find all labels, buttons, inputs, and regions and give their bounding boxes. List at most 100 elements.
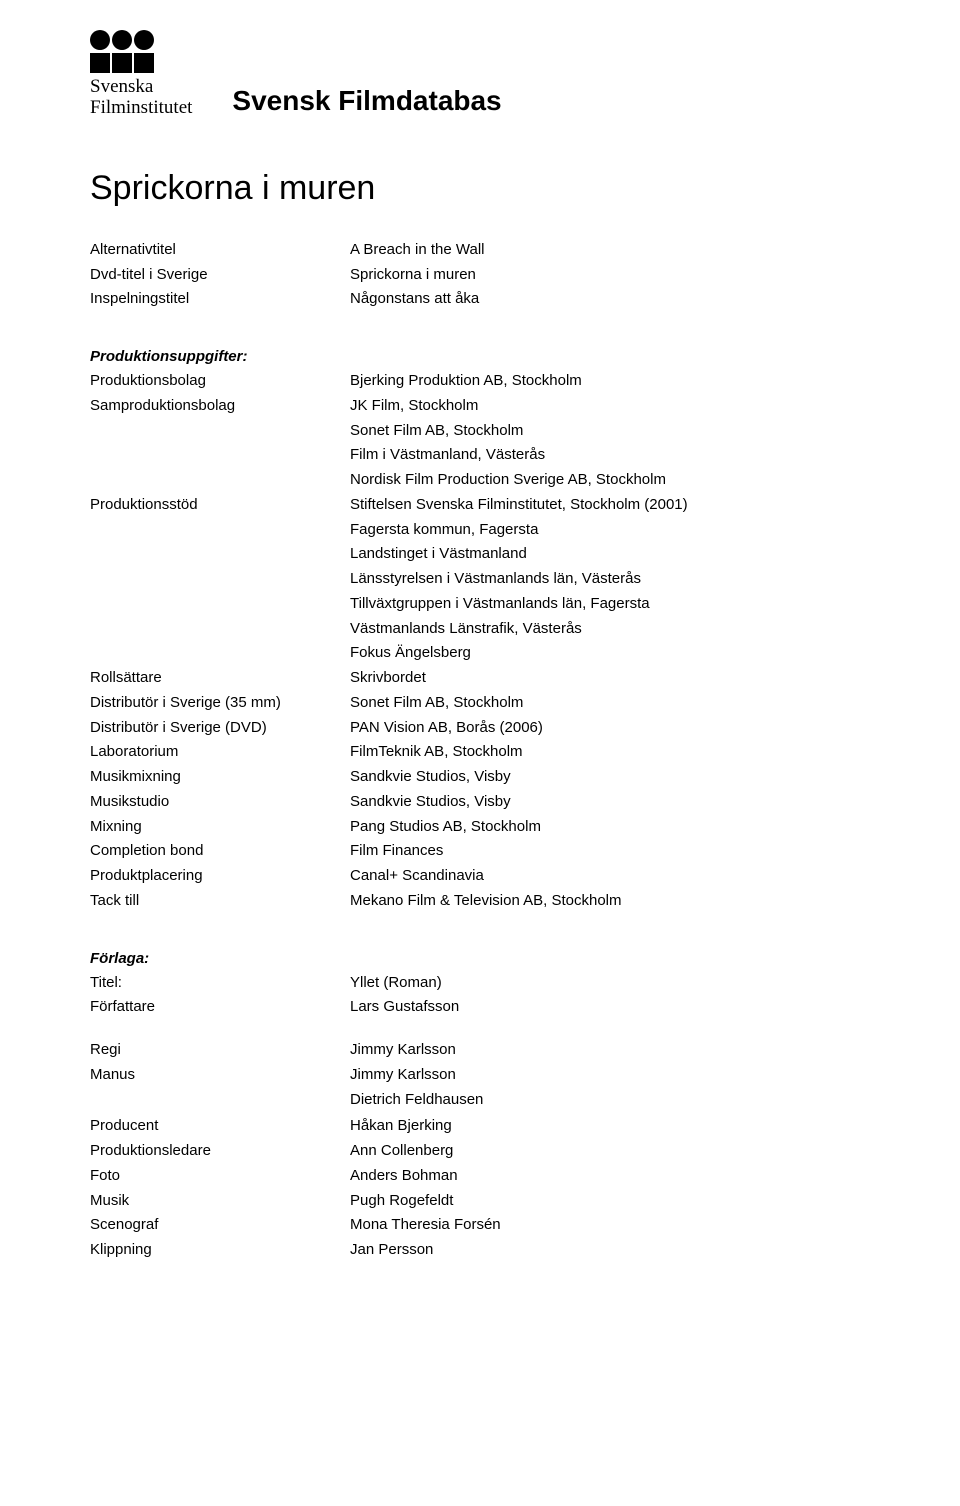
info-row: FörfattareLars Gustafsson <box>90 995 870 1020</box>
page-root: Svenska Filminstitutet Svensk Filmdataba… <box>0 0 960 1293</box>
info-value: Bjerking Produktion AB, Stockholm <box>350 369 870 394</box>
info-row: ProduktionsledareAnn Collenberg <box>90 1139 870 1164</box>
crew-block-2: ProducentHåkan BjerkingProduktionsledare… <box>90 1114 870 1263</box>
info-row: Tack tillMekano Film & Television AB, St… <box>90 889 870 914</box>
info-value-line: JK Film, Stockholm <box>350 394 870 419</box>
info-label: Klippning <box>90 1238 350 1263</box>
info-label: Rollsättare <box>90 666 350 691</box>
database-title: Svensk Filmdatabas <box>232 85 501 117</box>
film-title: Sprickorna i muren <box>90 169 870 208</box>
info-value-line: Bjerking Produktion AB, Stockholm <box>350 369 870 394</box>
source-heading: Förlaga: <box>90 950 870 967</box>
info-value: Jan Persson <box>350 1238 870 1263</box>
info-value: Sprickorna i muren <box>350 263 870 288</box>
info-value: PAN Vision AB, Borås (2006) <box>350 716 870 741</box>
info-label: Foto <box>90 1164 350 1189</box>
info-value: Jimmy KarlssonDietrich Feldhausen <box>350 1063 870 1113</box>
info-row: Titel:Yllet (Roman) <box>90 971 870 996</box>
info-row: SamproduktionsbolagJK Film, StockholmSon… <box>90 394 870 493</box>
info-value-line: Sprickorna i muren <box>350 263 870 288</box>
info-value-line: Film Finances <box>350 839 870 864</box>
info-value-line: Canal+ Scandinavia <box>350 864 870 889</box>
info-value: Pugh Rogefeldt <box>350 1189 870 1214</box>
logo-squares-icon <box>90 53 154 73</box>
info-value-line: Ann Collenberg <box>350 1139 870 1164</box>
info-value-line: Stiftelsen Svenska Filminstitutet, Stock… <box>350 493 870 518</box>
info-value-line: Jimmy Karlsson <box>350 1063 870 1088</box>
info-label: Produktionsledare <box>90 1139 350 1164</box>
info-value: Anders Bohman <box>350 1164 870 1189</box>
crew-block-1: RegiJimmy KarlssonManusJimmy KarlssonDie… <box>90 1038 870 1112</box>
info-value: Håkan Bjerking <box>350 1114 870 1139</box>
info-value: Stiftelsen Svenska Filminstitutet, Stock… <box>350 493 870 666</box>
info-label: Titel: <box>90 971 350 996</box>
info-value-line: Sonet Film AB, Stockholm <box>350 691 870 716</box>
info-value: Canal+ Scandinavia <box>350 864 870 889</box>
info-value-line: Fagersta kommun, Fagersta <box>350 518 870 543</box>
info-value-line: PAN Vision AB, Borås (2006) <box>350 716 870 741</box>
info-value-line: Fokus Ängelsberg <box>350 641 870 666</box>
info-label: Samproduktionsbolag <box>90 394 350 493</box>
info-value: Ann Collenberg <box>350 1139 870 1164</box>
info-value: Mekano Film & Television AB, Stockholm <box>350 889 870 914</box>
info-row: MusikPugh Rogefeldt <box>90 1189 870 1214</box>
info-value-line: Håkan Bjerking <box>350 1114 870 1139</box>
info-value-line: Skrivbordet <box>350 666 870 691</box>
info-value-line: Lars Gustafsson <box>350 995 870 1020</box>
info-row: Completion bondFilm Finances <box>90 839 870 864</box>
info-value-line: Sonet Film AB, Stockholm <box>350 419 870 444</box>
page-header: Svenska Filminstitutet Svensk Filmdataba… <box>90 30 870 119</box>
info-label: Distributör i Sverige (35 mm) <box>90 691 350 716</box>
info-value-line: Pugh Rogefeldt <box>350 1189 870 1214</box>
info-value: FilmTeknik AB, Stockholm <box>350 740 870 765</box>
info-row: RollsättareSkrivbordet <box>90 666 870 691</box>
info-value: JK Film, StockholmSonet Film AB, Stockho… <box>350 394 870 493</box>
info-row: Distributör i Sverige (DVD)PAN Vision AB… <box>90 716 870 741</box>
logo-dots-icon <box>90 30 154 50</box>
info-row: Dvd-titel i SverigeSprickorna i muren <box>90 263 870 288</box>
info-value: Skrivbordet <box>350 666 870 691</box>
info-value-line: Yllet (Roman) <box>350 971 870 996</box>
info-label: Completion bond <box>90 839 350 864</box>
info-label: Manus <box>90 1063 350 1113</box>
info-row: MixningPang Studios AB, Stockholm <box>90 815 870 840</box>
info-label: Scenograf <box>90 1213 350 1238</box>
info-value-line: Pang Studios AB, Stockholm <box>350 815 870 840</box>
info-value-line: Film i Västmanland, Västerås <box>350 443 870 468</box>
info-value: Mona Theresia Forsén <box>350 1213 870 1238</box>
info-label: Författare <box>90 995 350 1020</box>
info-label: Regi <box>90 1038 350 1063</box>
info-value-line: Någonstans att åka <box>350 287 870 312</box>
info-row: ManusJimmy KarlssonDietrich Feldhausen <box>90 1063 870 1113</box>
info-row: ProducentHåkan Bjerking <box>90 1114 870 1139</box>
info-row: ProduktplaceringCanal+ Scandinavia <box>90 864 870 889</box>
info-row: ScenografMona Theresia Forsén <box>90 1213 870 1238</box>
production-heading: Produktionsuppgifter: <box>90 348 870 365</box>
info-value-line: Västmanlands Länstrafik, Västerås <box>350 617 870 642</box>
info-value: Lars Gustafsson <box>350 995 870 1020</box>
info-value-line: Sandkvie Studios, Visby <box>350 765 870 790</box>
info-value-line: Jimmy Karlsson <box>350 1038 870 1063</box>
info-value-line: Mekano Film & Television AB, Stockholm <box>350 889 870 914</box>
info-value: Sonet Film AB, Stockholm <box>350 691 870 716</box>
info-row: RegiJimmy Karlsson <box>90 1038 870 1063</box>
info-label: Distributör i Sverige (DVD) <box>90 716 350 741</box>
info-value-line: Dietrich Feldhausen <box>350 1088 870 1113</box>
info-value: Sandkvie Studios, Visby <box>350 765 870 790</box>
info-label: Alternativtitel <box>90 238 350 263</box>
info-label: Inspelningstitel <box>90 287 350 312</box>
info-label: Produktplacering <box>90 864 350 889</box>
info-value: Pang Studios AB, Stockholm <box>350 815 870 840</box>
logo-text-line2: Filminstitutet <box>90 98 192 119</box>
logo-text-line1: Svenska <box>90 77 153 98</box>
info-row: FotoAnders Bohman <box>90 1164 870 1189</box>
info-value: Någonstans att åka <box>350 287 870 312</box>
info-value-line: FilmTeknik AB, Stockholm <box>350 740 870 765</box>
sfi-logo: Svenska Filminstitutet <box>90 30 192 119</box>
info-label: Laboratorium <box>90 740 350 765</box>
titles-block: AlternativtitelA Breach in the WallDvd-t… <box>90 238 870 312</box>
info-value: Jimmy Karlsson <box>350 1038 870 1063</box>
production-block: ProduktionsbolagBjerking Produktion AB, … <box>90 369 870 914</box>
info-label: Musik <box>90 1189 350 1214</box>
info-value: A Breach in the Wall <box>350 238 870 263</box>
